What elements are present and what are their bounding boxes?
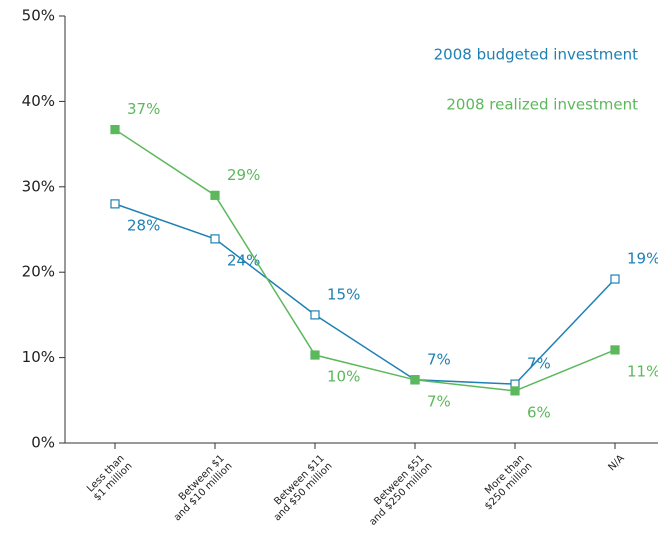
data-label: 11% bbox=[627, 362, 658, 380]
data-point bbox=[610, 345, 620, 355]
data-label: 19% bbox=[627, 250, 658, 268]
data-point bbox=[110, 124, 120, 135]
data-point bbox=[510, 386, 520, 396]
data-point bbox=[310, 350, 320, 360]
series-line bbox=[114, 128, 616, 392]
series-line bbox=[114, 203, 616, 385]
data-point bbox=[410, 375, 420, 385]
data-label: 28% bbox=[127, 216, 160, 234]
legend-label: 2008 realized investment bbox=[446, 96, 638, 114]
data-label: 15% bbox=[327, 285, 360, 303]
y-tick-label: 40% bbox=[22, 92, 55, 110]
data-label: 6% bbox=[527, 403, 551, 421]
y-tick-label: 10% bbox=[22, 348, 55, 366]
legend-label: 2008 budgeted investment bbox=[434, 46, 638, 64]
data-label: 7% bbox=[427, 350, 451, 368]
data-label: 24% bbox=[227, 251, 260, 269]
data-label: 37% bbox=[127, 100, 160, 118]
data-label: 7% bbox=[527, 355, 551, 373]
data-point bbox=[110, 199, 120, 209]
data-point bbox=[210, 190, 220, 200]
data-point bbox=[210, 234, 220, 244]
y-tick-label: 30% bbox=[22, 177, 55, 195]
data-label: 7% bbox=[427, 392, 451, 410]
y-tick-label: 0% bbox=[31, 434, 55, 452]
y-tick-label: 20% bbox=[22, 263, 55, 281]
data-point bbox=[610, 274, 620, 284]
data-point bbox=[310, 310, 320, 320]
y-tick-label: 50% bbox=[22, 7, 55, 25]
data-label: 29% bbox=[227, 166, 260, 184]
data-label: 10% bbox=[327, 368, 360, 386]
